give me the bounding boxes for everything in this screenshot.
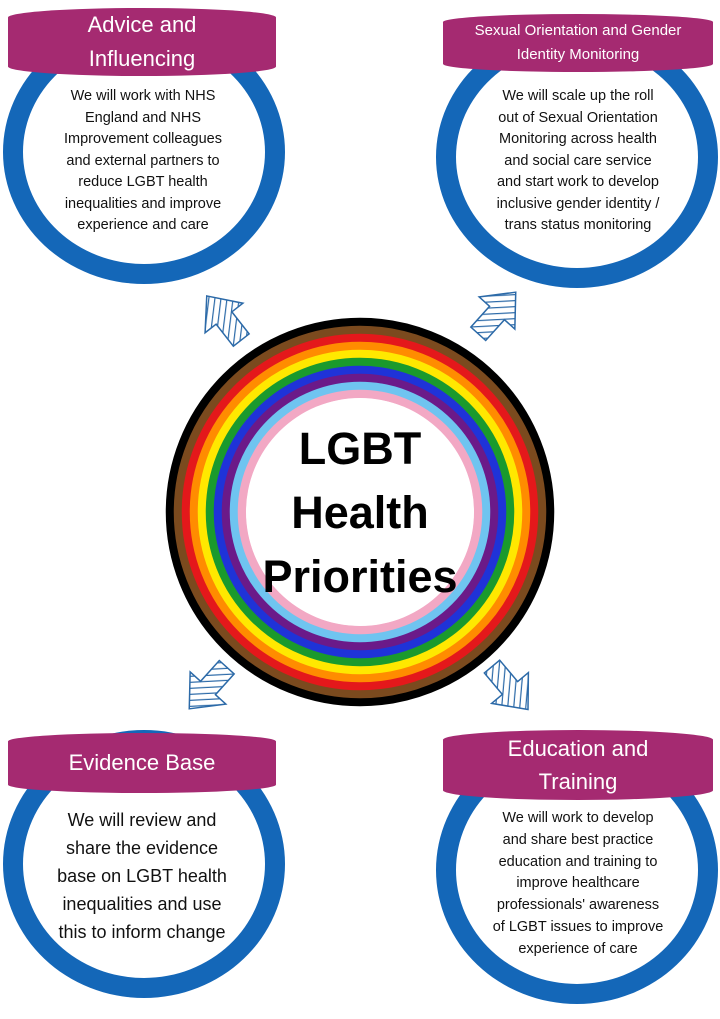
advice-banner: Advice and Influencing xyxy=(8,8,276,76)
education-banner: Education and Training xyxy=(443,730,713,800)
rainbow-ring-1 xyxy=(173,325,547,699)
center-title-line3: Priorities xyxy=(262,551,458,602)
rainbow-ring-2 xyxy=(181,333,539,691)
rainbow-ring-7 xyxy=(221,373,499,651)
center-disc xyxy=(246,398,474,626)
monitoring-body: We will scale up the roll out of Sexual … xyxy=(496,88,660,233)
evidence-body: We will review and share the evidence ba… xyxy=(57,810,227,942)
evidence-title: Evidence Base xyxy=(68,750,216,775)
advice-title-line1: Advice and xyxy=(87,12,197,37)
advice-body: We will work with NHS England and NHS Im… xyxy=(64,88,222,233)
advice-title-line2: Influencing xyxy=(88,46,196,71)
education-title-line2: Training xyxy=(538,769,618,794)
rainbow-ring-8 xyxy=(229,381,491,643)
education-body: We will work to develop and share best p… xyxy=(492,810,664,957)
rainbow-ring-4 xyxy=(197,349,523,675)
monitoring-title-line1: Sexual Orientation and Gender xyxy=(474,22,682,39)
center-title-line1: LGBT xyxy=(298,423,422,474)
center-title: LGBT Health Priorities xyxy=(225,398,495,628)
rainbow-ring-6 xyxy=(213,365,507,659)
evidence-banner: Evidence Base xyxy=(8,733,276,793)
center-title-line2: Health xyxy=(291,487,429,538)
rainbow-ring-3 xyxy=(189,341,531,683)
rainbow-ring-9 xyxy=(237,389,483,635)
rainbow-ring-5 xyxy=(205,357,515,667)
monitoring-title-line2: Identity Monitoring xyxy=(516,46,640,63)
monitoring-banner: Sexual Orientation and Gender Identity M… xyxy=(443,14,713,72)
education-title-line1: Education and xyxy=(507,736,649,761)
rainbow-ring-0 xyxy=(165,317,555,707)
